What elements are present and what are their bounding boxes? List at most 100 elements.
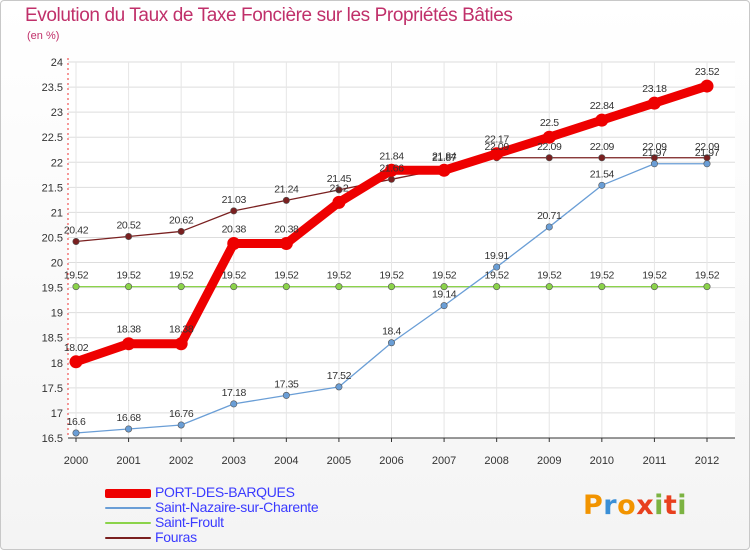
data-point <box>177 283 185 291</box>
data-label: 21.45 <box>327 173 352 185</box>
data-label: 20.38 <box>222 223 247 235</box>
y-tick-label: 20.5 <box>42 232 63 244</box>
plot-area <box>68 62 735 438</box>
x-tick-label: 2010 <box>590 455 614 467</box>
x-tick-label: 2007 <box>432 455 456 467</box>
data-point <box>545 154 553 162</box>
data-label: 17.52 <box>327 370 352 382</box>
data-label: 19.52 <box>485 270 510 282</box>
data-point <box>69 355 83 369</box>
data-label: 22.09 <box>485 141 510 153</box>
data-point <box>282 391 290 399</box>
y-tick-label: 16.5 <box>42 433 63 445</box>
data-label: 19.14 <box>432 289 457 301</box>
data-label: 20.42 <box>64 224 89 236</box>
logo-letter: P <box>583 490 604 521</box>
y-tick-label: 23 <box>51 107 63 119</box>
y-tick-label: 21 <box>51 207 63 219</box>
data-label: 16.6 <box>67 416 86 428</box>
data-point <box>493 283 501 291</box>
data-point <box>125 283 133 291</box>
data-label: 18.38 <box>169 324 194 336</box>
data-point <box>125 232 133 240</box>
data-point <box>598 283 606 291</box>
data-label: 22.09 <box>590 141 615 153</box>
data-label: 22.09 <box>537 141 562 153</box>
x-tick-label: 2009 <box>537 455 561 467</box>
x-tick-label: 2000 <box>64 455 88 467</box>
data-point <box>72 429 80 437</box>
data-label: 18.38 <box>116 324 141 336</box>
y-tick-label: 19.5 <box>42 283 63 295</box>
x-tick-label: 2008 <box>484 455 508 467</box>
data-point <box>177 227 185 235</box>
data-point <box>595 113 609 127</box>
legend-swatch <box>105 537 151 539</box>
data-point <box>282 196 290 204</box>
data-label: 17.18 <box>222 387 247 399</box>
legend-label: Fouras <box>155 529 197 545</box>
legend-label: Saint-Froult <box>155 514 224 530</box>
legend-swatch <box>105 507 151 509</box>
data-label: 22.17 <box>485 134 510 146</box>
data-point <box>279 236 293 250</box>
data-label: 22.5 <box>540 117 559 129</box>
data-label: 19.52 <box>169 270 194 282</box>
y-tick-label: 18 <box>51 358 63 370</box>
data-label: 21.54 <box>590 168 615 180</box>
data-point <box>125 425 133 433</box>
data-label: 21.87 <box>432 152 457 164</box>
y-tick-label: 24 <box>51 57 63 69</box>
data-point <box>437 163 451 177</box>
data-label: 19.52 <box>379 270 404 282</box>
data-point <box>385 163 398 177</box>
data-point <box>335 186 343 194</box>
data-point <box>332 195 346 209</box>
data-label: 18.4 <box>382 326 401 338</box>
y-tick-label: 17 <box>51 408 63 420</box>
data-point <box>490 147 504 161</box>
legend-swatch <box>105 522 151 524</box>
data-point <box>542 130 556 144</box>
data-point <box>174 337 188 351</box>
logo-letter: t <box>663 490 678 521</box>
data-label: 19.91 <box>485 250 510 262</box>
y-tick-label: 22 <box>51 157 63 169</box>
data-label: 22.09 <box>642 141 667 153</box>
chart-title: Evolution du Taux de Taxe Foncière sur l… <box>25 5 513 26</box>
data-label: 18.02 <box>64 342 89 354</box>
y-tick-label: 21.5 <box>42 182 63 194</box>
data-point <box>282 283 290 291</box>
logo-letter: o <box>617 490 637 521</box>
logo-letter: i <box>677 490 688 521</box>
x-tick-label: 2002 <box>169 455 193 467</box>
data-label: 21.84 <box>432 150 457 162</box>
y-tick-label: 20 <box>51 258 63 270</box>
data-point <box>598 181 606 189</box>
data-label: 21.84 <box>379 150 404 162</box>
data-label: 19.52 <box>590 270 615 282</box>
x-tick-label: 2011 <box>643 455 667 467</box>
data-label: 22.84 <box>590 100 615 112</box>
data-point <box>335 383 343 391</box>
data-label: 21.97 <box>642 147 667 159</box>
data-point <box>227 236 241 250</box>
data-point <box>647 96 661 110</box>
data-point <box>387 283 395 291</box>
data-point <box>650 283 658 291</box>
data-label: 19.52 <box>116 270 141 282</box>
data-point <box>545 223 553 231</box>
x-tick-label: 2005 <box>327 455 351 467</box>
data-label: 20.38 <box>274 223 299 235</box>
data-point <box>598 154 606 162</box>
data-label: 22.09 <box>695 141 720 153</box>
data-label: 17.35 <box>274 378 299 390</box>
data-label: 20.62 <box>169 214 194 226</box>
data-label: 21.2 <box>329 182 348 194</box>
data-point <box>703 160 711 168</box>
data-point <box>72 283 80 291</box>
data-label: 21.03 <box>222 194 247 206</box>
data-label: 16.68 <box>116 412 141 424</box>
